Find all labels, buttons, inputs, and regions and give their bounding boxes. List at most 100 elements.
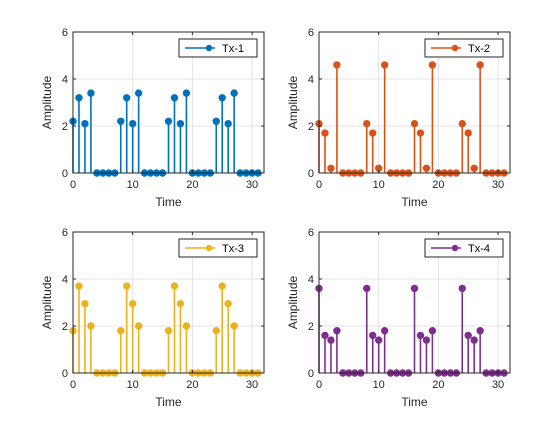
stem-marker (476, 61, 484, 69)
stem-marker (333, 327, 341, 335)
x-axis-label: Time (401, 195, 428, 209)
stem-marker (380, 327, 389, 335)
stem-marker (464, 129, 472, 137)
stem-marker (464, 331, 472, 340)
y-axis-label: Amplitude (40, 276, 54, 330)
legend-label: Tx-1 (222, 43, 244, 55)
stem-marker (224, 119, 232, 128)
y-tick-label: 6 (62, 27, 68, 39)
legend-box (424, 38, 504, 58)
x-axis-label: Time (155, 395, 182, 409)
stem-marker (182, 322, 191, 330)
stem-marker (224, 299, 232, 308)
axes-box (318, 231, 511, 374)
chart-3: 0 10 20 30 0 2 4 6 Time Amplitude Tx-3 (40, 227, 265, 409)
y-axis-label: Amplitude (286, 276, 300, 330)
stem-marker (428, 327, 437, 335)
x-tick-label: 10 (373, 379, 385, 391)
stem-marker (87, 89, 95, 97)
stem-marker (134, 89, 143, 97)
stem-marker (218, 282, 226, 290)
x-tick-label: 30 (492, 179, 504, 191)
y-tick-label: 6 (308, 227, 314, 239)
chart-2: 0 10 20 30 0 2 4 6 Time Amplitude Tx-2 (286, 27, 511, 209)
stem-marker (117, 327, 125, 335)
legend-swatch-marker (451, 244, 459, 252)
x-tick-label: 10 (127, 179, 139, 191)
stem-marker (87, 322, 95, 330)
legend-box (424, 238, 504, 258)
stem-marker (164, 117, 173, 126)
stem-marker (176, 119, 185, 128)
y-tick-label: 2 (308, 121, 314, 133)
legend-label: Tx-4 (468, 243, 490, 255)
x-tick-label: 10 (373, 179, 385, 191)
stem-marker (164, 327, 173, 335)
stem-marker (81, 119, 89, 128)
y-axis-label: Amplitude (286, 76, 300, 130)
x-tick-label: 20 (432, 179, 444, 191)
stem-marker (123, 94, 131, 102)
x-axis-label: Time (401, 395, 428, 409)
stem-marker (230, 89, 238, 97)
y-tick-label: 0 (308, 168, 314, 180)
y-tick-label: 6 (308, 27, 314, 39)
legend-box (178, 38, 258, 58)
x-tick-label: 10 (127, 379, 139, 391)
stem-marker (410, 119, 419, 128)
stem-marker (333, 61, 341, 69)
stem-marker (422, 164, 431, 173)
stem-marker (182, 89, 191, 97)
legend-swatch-marker (451, 44, 459, 52)
stem-marker (75, 94, 83, 102)
stem-marker (176, 299, 185, 308)
y-axis-label: Amplitude (40, 76, 54, 130)
axes-box (72, 31, 265, 174)
legend: Tx-3 (178, 238, 258, 258)
x-tick-label: 30 (246, 179, 258, 191)
y-tick-label: 2 (62, 121, 68, 133)
y-tick-label: 6 (62, 227, 68, 239)
y-tick-label: 0 (62, 368, 68, 380)
stem-marker (428, 61, 437, 69)
y-tick-label: 2 (308, 321, 314, 333)
stem-marker (458, 119, 466, 128)
stem-marker (363, 284, 371, 293)
y-tick-label: 4 (62, 74, 68, 86)
stem-marker (476, 327, 484, 335)
legend: Tx-2 (424, 38, 504, 58)
x-tick-label: 20 (186, 379, 198, 391)
y-tick-label: 4 (62, 274, 68, 286)
stem-marker (170, 94, 179, 102)
stem-marker (128, 299, 137, 308)
stem-marker (134, 322, 143, 330)
stem-marker (321, 331, 329, 340)
stem-marker (212, 327, 220, 335)
x-tick-label: 0 (316, 179, 322, 191)
stem-marker (128, 119, 137, 128)
y-tick-label: 2 (62, 321, 68, 333)
y-tick-label: 0 (308, 368, 314, 380)
legend-label: Tx-3 (222, 243, 244, 255)
stem-marker (218, 94, 226, 102)
y-tick-label: 4 (308, 74, 314, 86)
legend-label: Tx-2 (468, 43, 490, 55)
stem-marker (363, 119, 371, 128)
axes-box (318, 31, 511, 174)
stem-marker (117, 117, 125, 126)
stem-marker (81, 299, 89, 308)
stem-marker (416, 331, 425, 340)
stem-marker (327, 164, 335, 173)
stem-marker (212, 117, 220, 126)
stem-marker (230, 322, 238, 330)
x-axis-label: Time (155, 195, 182, 209)
stem-marker (380, 61, 389, 69)
axes-box (72, 231, 265, 374)
x-tick-label: 20 (432, 379, 444, 391)
x-tick-label: 0 (316, 379, 322, 391)
stem-marker (410, 284, 419, 293)
legend-box (178, 238, 258, 258)
stem-marker (369, 129, 377, 137)
stem-marker (470, 164, 478, 173)
